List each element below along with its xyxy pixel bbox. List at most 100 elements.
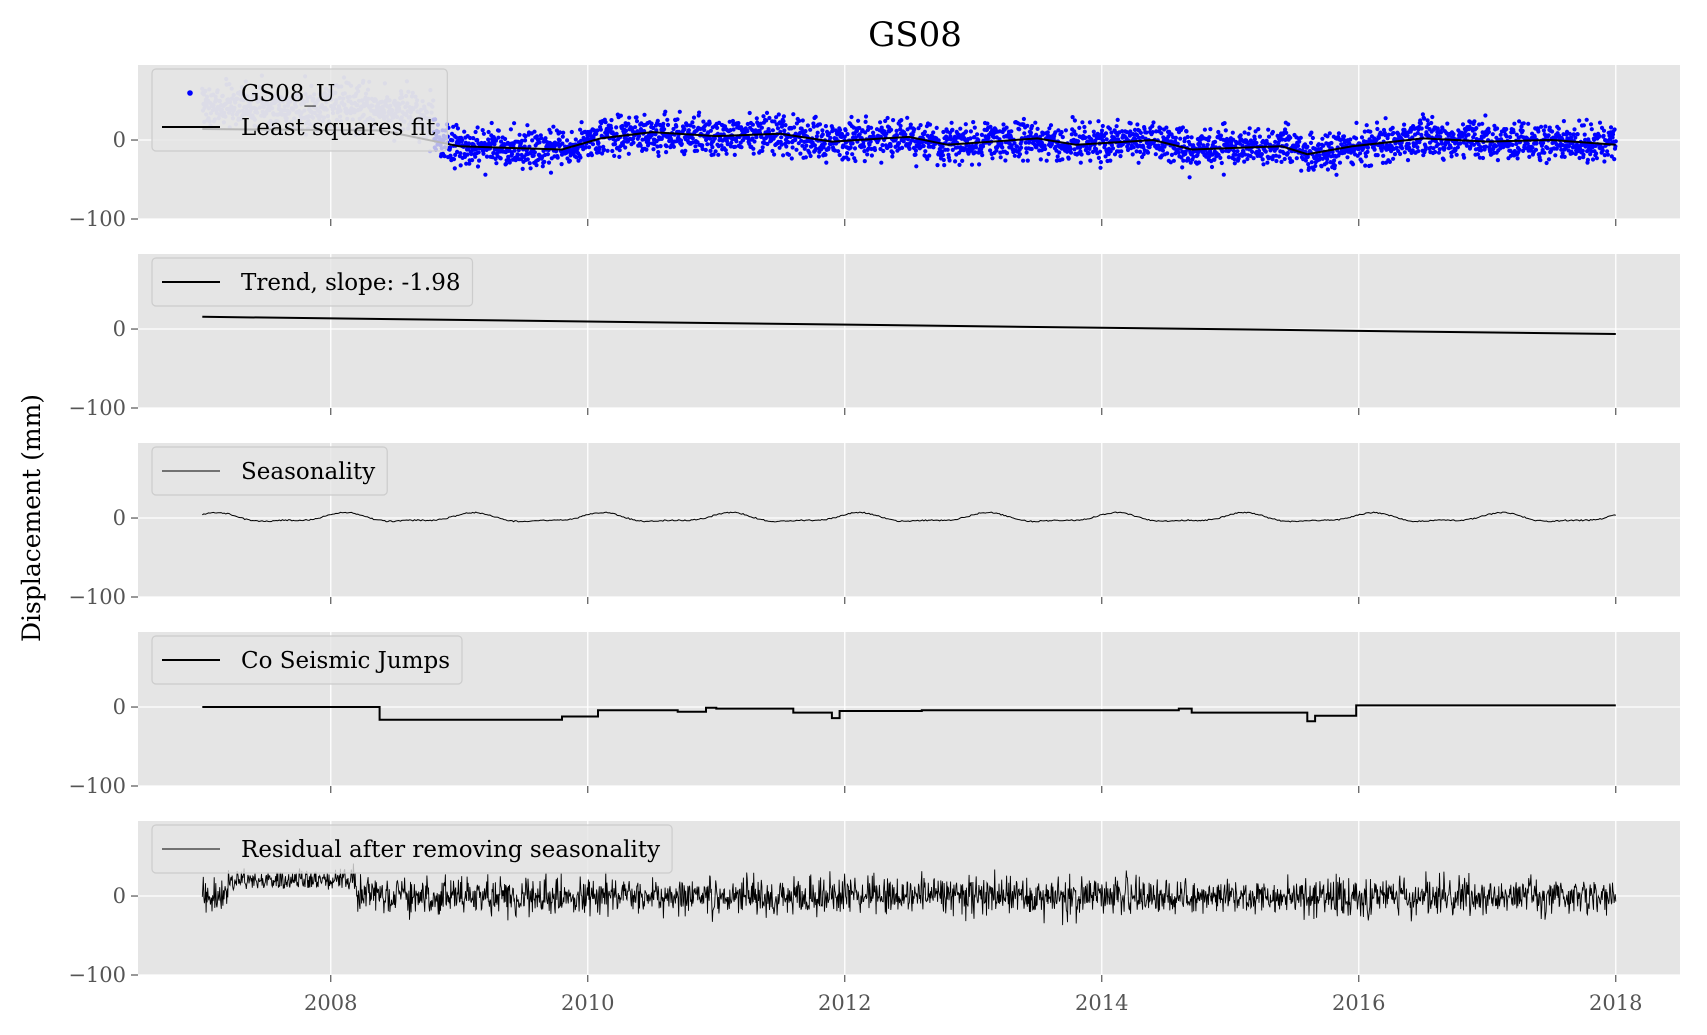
data-point	[790, 145, 795, 150]
data-point	[853, 158, 858, 164]
data-point	[1017, 127, 1022, 132]
data-point	[662, 127, 667, 132]
data-point	[525, 123, 530, 128]
data-point	[935, 163, 940, 168]
data-point	[754, 135, 759, 140]
data-point	[1226, 155, 1231, 160]
data-point	[894, 133, 900, 138]
data-point	[609, 118, 614, 123]
data-point	[665, 122, 671, 127]
data-point	[845, 151, 850, 156]
data-point	[1495, 126, 1500, 131]
data-point	[1169, 152, 1174, 157]
data-point	[1004, 125, 1009, 130]
data-point	[679, 141, 684, 147]
x-tick-label: 2014	[1075, 991, 1128, 1015]
data-point	[455, 149, 460, 154]
data-point	[792, 125, 797, 130]
data-point	[1134, 149, 1139, 154]
data-point	[1448, 145, 1453, 150]
data-point	[1072, 129, 1077, 134]
data-point	[589, 153, 595, 158]
data-point	[900, 145, 905, 150]
data-point	[539, 136, 544, 141]
data-point	[1186, 157, 1191, 162]
data-point	[1045, 130, 1050, 135]
data-point	[1025, 123, 1030, 128]
data-point	[1047, 126, 1052, 131]
data-point	[1418, 121, 1423, 126]
data-point	[908, 122, 913, 127]
data-point	[477, 158, 482, 163]
data-point	[901, 139, 906, 144]
data-point	[758, 121, 763, 126]
data-point	[891, 118, 896, 123]
data-point	[587, 145, 592, 150]
data-point	[1556, 126, 1561, 131]
data-point	[537, 140, 542, 145]
data-point	[1566, 144, 1572, 149]
data-point	[1299, 168, 1304, 173]
data-point	[1096, 119, 1101, 124]
data-point	[1375, 153, 1380, 158]
data-point	[1601, 128, 1607, 133]
data-point	[1567, 131, 1572, 136]
data-point	[1605, 152, 1610, 157]
data-point	[492, 142, 497, 147]
data-point	[977, 162, 982, 167]
data-point	[548, 170, 554, 175]
data-point	[601, 147, 607, 152]
data-point	[1410, 148, 1415, 153]
data-point	[1103, 131, 1109, 136]
data-point	[626, 121, 631, 126]
data-point	[1538, 158, 1543, 163]
data-point	[940, 153, 946, 158]
data-point	[693, 144, 698, 149]
data-point	[675, 117, 680, 122]
data-point	[1462, 155, 1467, 160]
data-point	[1391, 156, 1396, 161]
legend-label: Least squares fit	[241, 115, 436, 141]
data-point	[960, 158, 965, 163]
y-axis-label: Displacement (mm)	[17, 394, 46, 642]
data-point	[1324, 160, 1329, 165]
data-point	[1327, 131, 1332, 136]
data-point	[1127, 133, 1132, 138]
data-point	[907, 146, 912, 151]
legend-box	[151, 257, 474, 307]
data-point	[1191, 154, 1196, 159]
data-point	[890, 154, 895, 159]
data-point	[1439, 141, 1444, 146]
data-point	[1526, 121, 1531, 126]
data-point	[912, 127, 917, 132]
data-point	[830, 126, 835, 131]
data-point	[770, 128, 776, 133]
data-point	[540, 164, 545, 169]
data-point	[473, 147, 479, 152]
data-point	[1128, 121, 1133, 126]
data-point	[1103, 154, 1108, 159]
data-point	[1478, 148, 1484, 153]
data-point	[493, 138, 499, 143]
data-point	[1108, 149, 1113, 154]
data-point	[838, 127, 843, 133]
data-point	[1248, 153, 1253, 159]
data-point	[1257, 134, 1262, 139]
legend-box	[151, 635, 463, 685]
data-point	[458, 163, 463, 168]
data-point	[1561, 119, 1566, 124]
data-point	[1046, 151, 1051, 157]
data-point	[979, 132, 985, 137]
data-point	[1405, 158, 1411, 163]
data-point	[1321, 143, 1326, 148]
data-point	[1600, 148, 1605, 153]
data-point	[1580, 148, 1585, 153]
data-point	[1610, 135, 1615, 140]
data-point	[950, 147, 955, 152]
data-point	[453, 135, 459, 140]
data-point	[1110, 146, 1116, 151]
data-point	[560, 134, 565, 139]
data-point	[1545, 146, 1550, 151]
data-point	[528, 166, 533, 171]
